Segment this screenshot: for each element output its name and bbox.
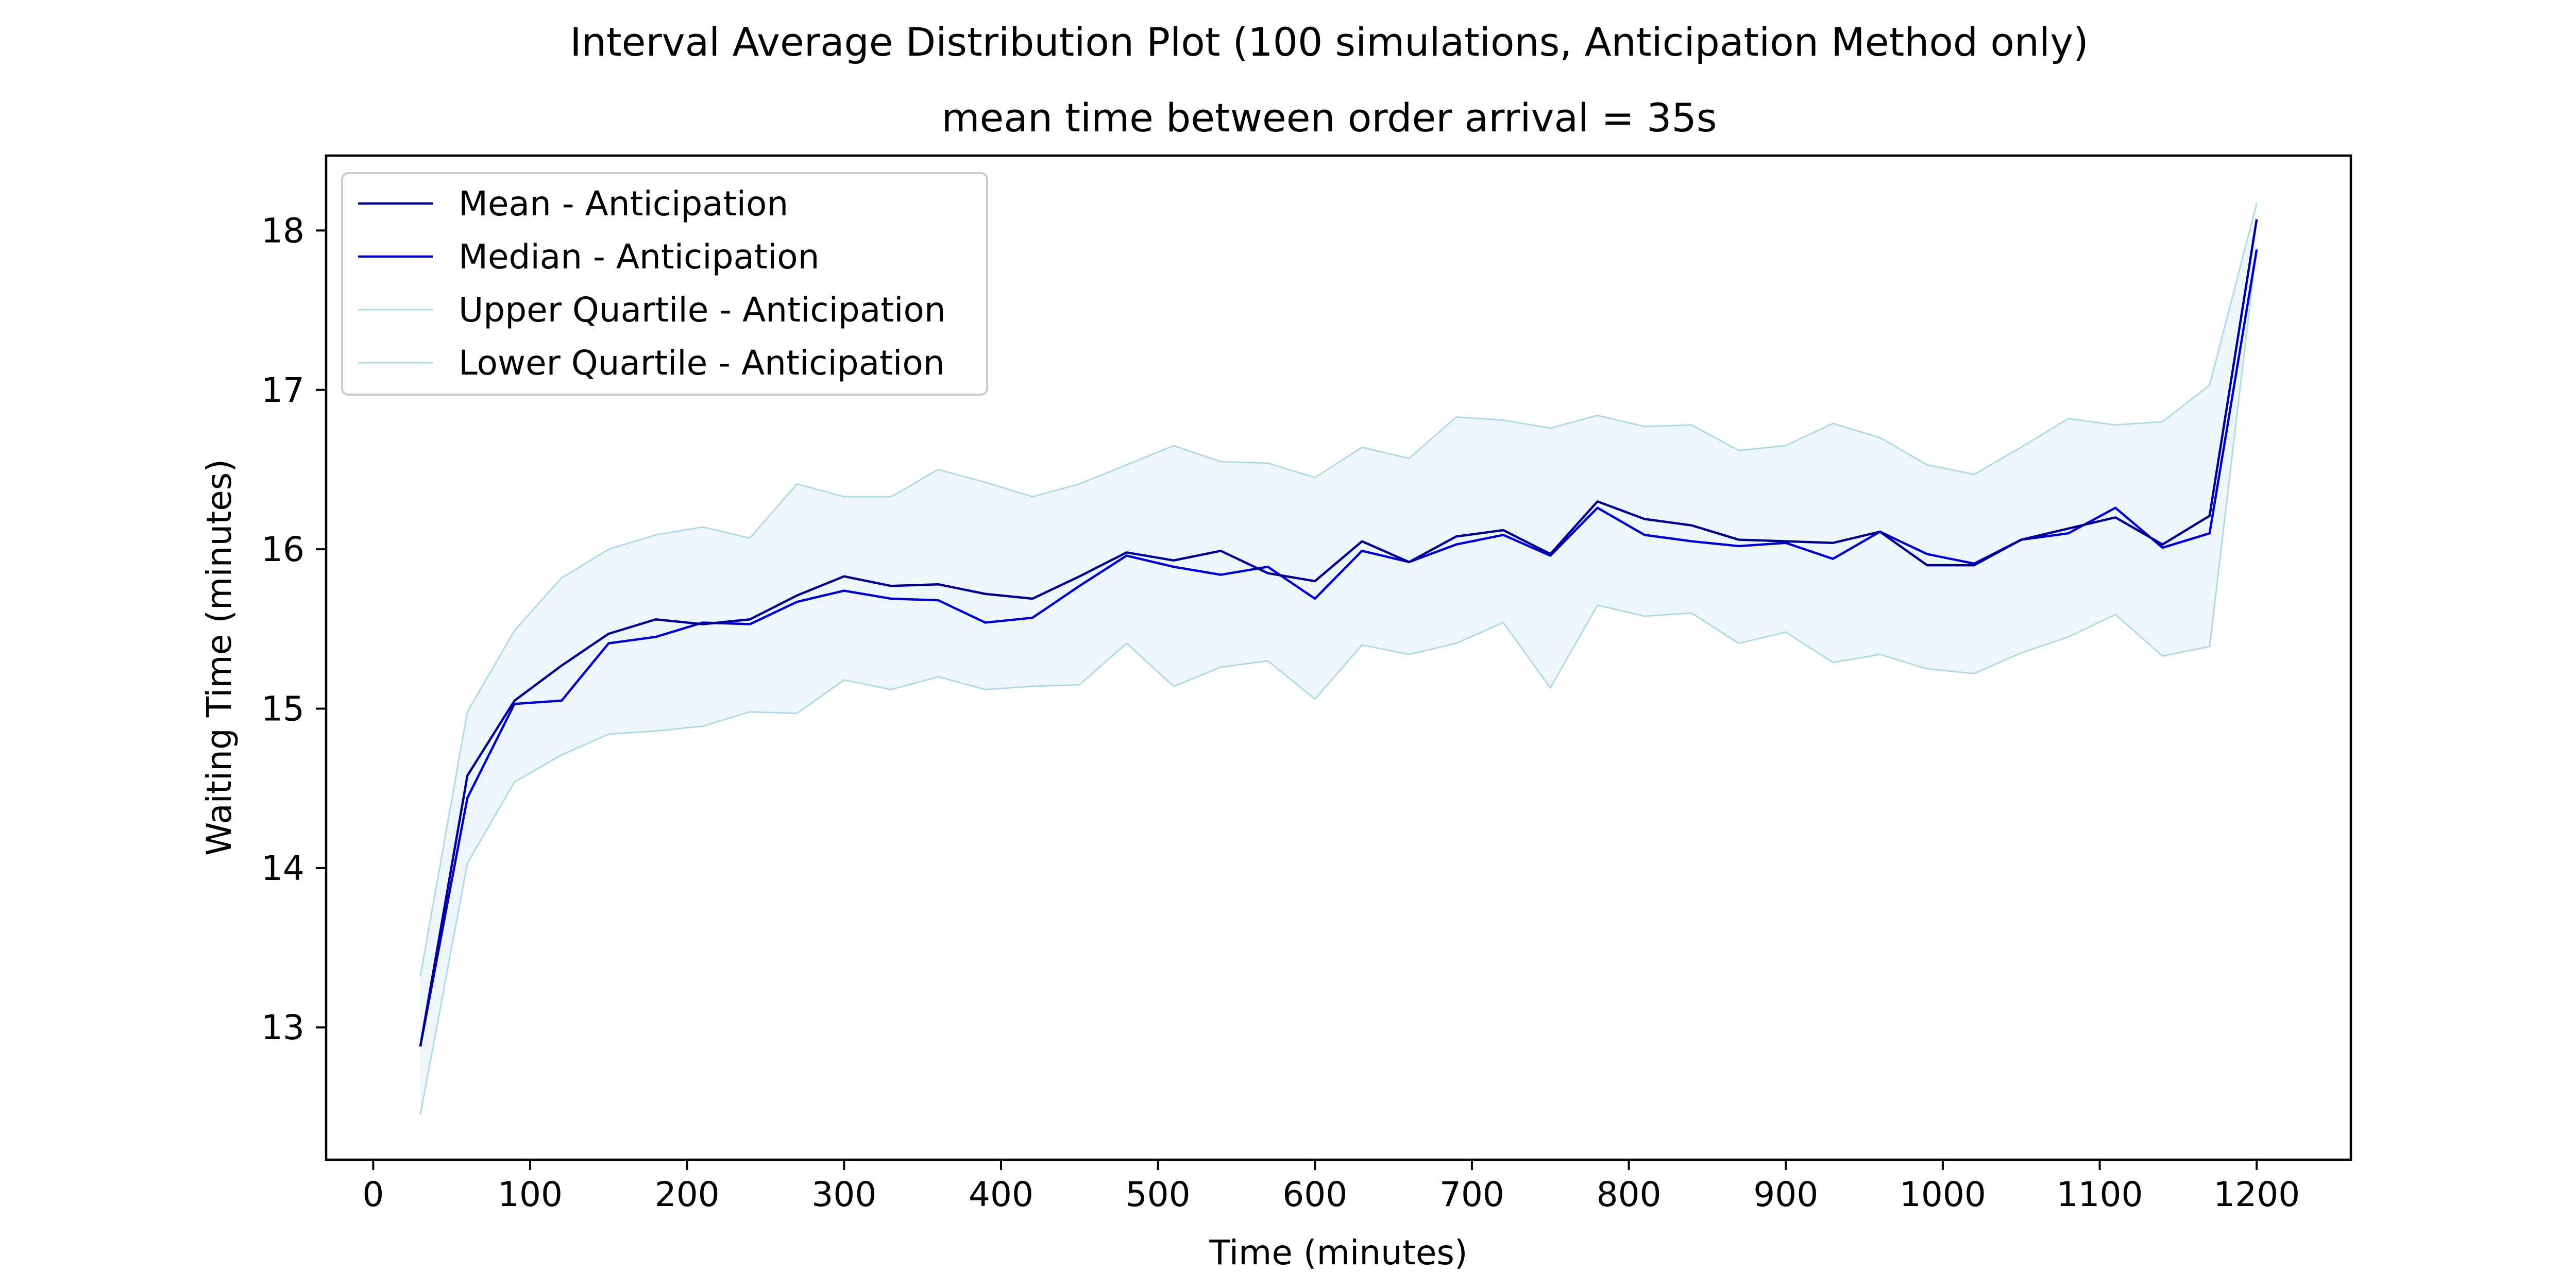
- legend-label: Mean - Anticipation: [459, 184, 788, 224]
- y-tick-label: 14: [261, 849, 304, 888]
- x-tick-label: 1200: [2213, 1175, 2300, 1214]
- x-tick-label: 400: [969, 1175, 1033, 1214]
- y-tick-label: 15: [261, 689, 304, 728]
- x-tick-label: 200: [655, 1175, 720, 1214]
- x-tick-label: 600: [1282, 1175, 1347, 1214]
- x-tick-label: 500: [1126, 1175, 1191, 1214]
- legend-label: Lower Quartile - Anticipation: [459, 343, 945, 383]
- legend-box: [341, 172, 988, 396]
- x-axis-ticks: 0 100 200 300 400 500 600 700 800 900 1000 1100 1200: [362, 1160, 2300, 1214]
- x-tick-label: 900: [1753, 1175, 1818, 1214]
- x-tick-label: 700: [1439, 1175, 1504, 1214]
- x-tick-label: 0: [362, 1175, 384, 1214]
- y-tick-label: 17: [261, 370, 304, 410]
- series-line-upper-quartile-anticipation: [419, 203, 2258, 977]
- x-axis-label: Time (minutes): [1209, 1233, 1467, 1273]
- x-tick-label: 800: [1597, 1175, 1662, 1214]
- series-line-median-anticipation: [419, 249, 2258, 1047]
- y-axis-label: Waiting Time (minutes): [199, 459, 239, 856]
- y-axis-ticks: 13 14 15 16 17 18: [261, 211, 326, 1047]
- x-tick-label: 100: [498, 1175, 563, 1214]
- legend-label: Median - Anticipation: [459, 237, 819, 277]
- plot-area: [419, 203, 2258, 1115]
- interquartile-band: [420, 203, 2257, 1115]
- x-tick-label: 1100: [2057, 1175, 2143, 1214]
- chart-subtitle: mean time between order arrival = 35s: [942, 95, 1717, 141]
- y-tick-label: 18: [261, 211, 304, 250]
- legend-label: Upper Quartile - Anticipation: [459, 290, 946, 330]
- series-line-mean-anticipation: [419, 219, 2258, 1047]
- x-tick-label: 1000: [1900, 1175, 1986, 1214]
- chart-title: Interval Average Distribution Plot (100 …: [570, 19, 2089, 65]
- y-tick-label: 16: [261, 530, 304, 569]
- axes-frame: [325, 154, 2352, 1161]
- y-tick-label: 13: [261, 1008, 304, 1047]
- series-line-lower-quartile-anticipation: [419, 248, 2258, 1115]
- x-tick-label: 300: [811, 1175, 876, 1214]
- legend: Mean - Anticipation Median - Anticipation…: [341, 172, 988, 396]
